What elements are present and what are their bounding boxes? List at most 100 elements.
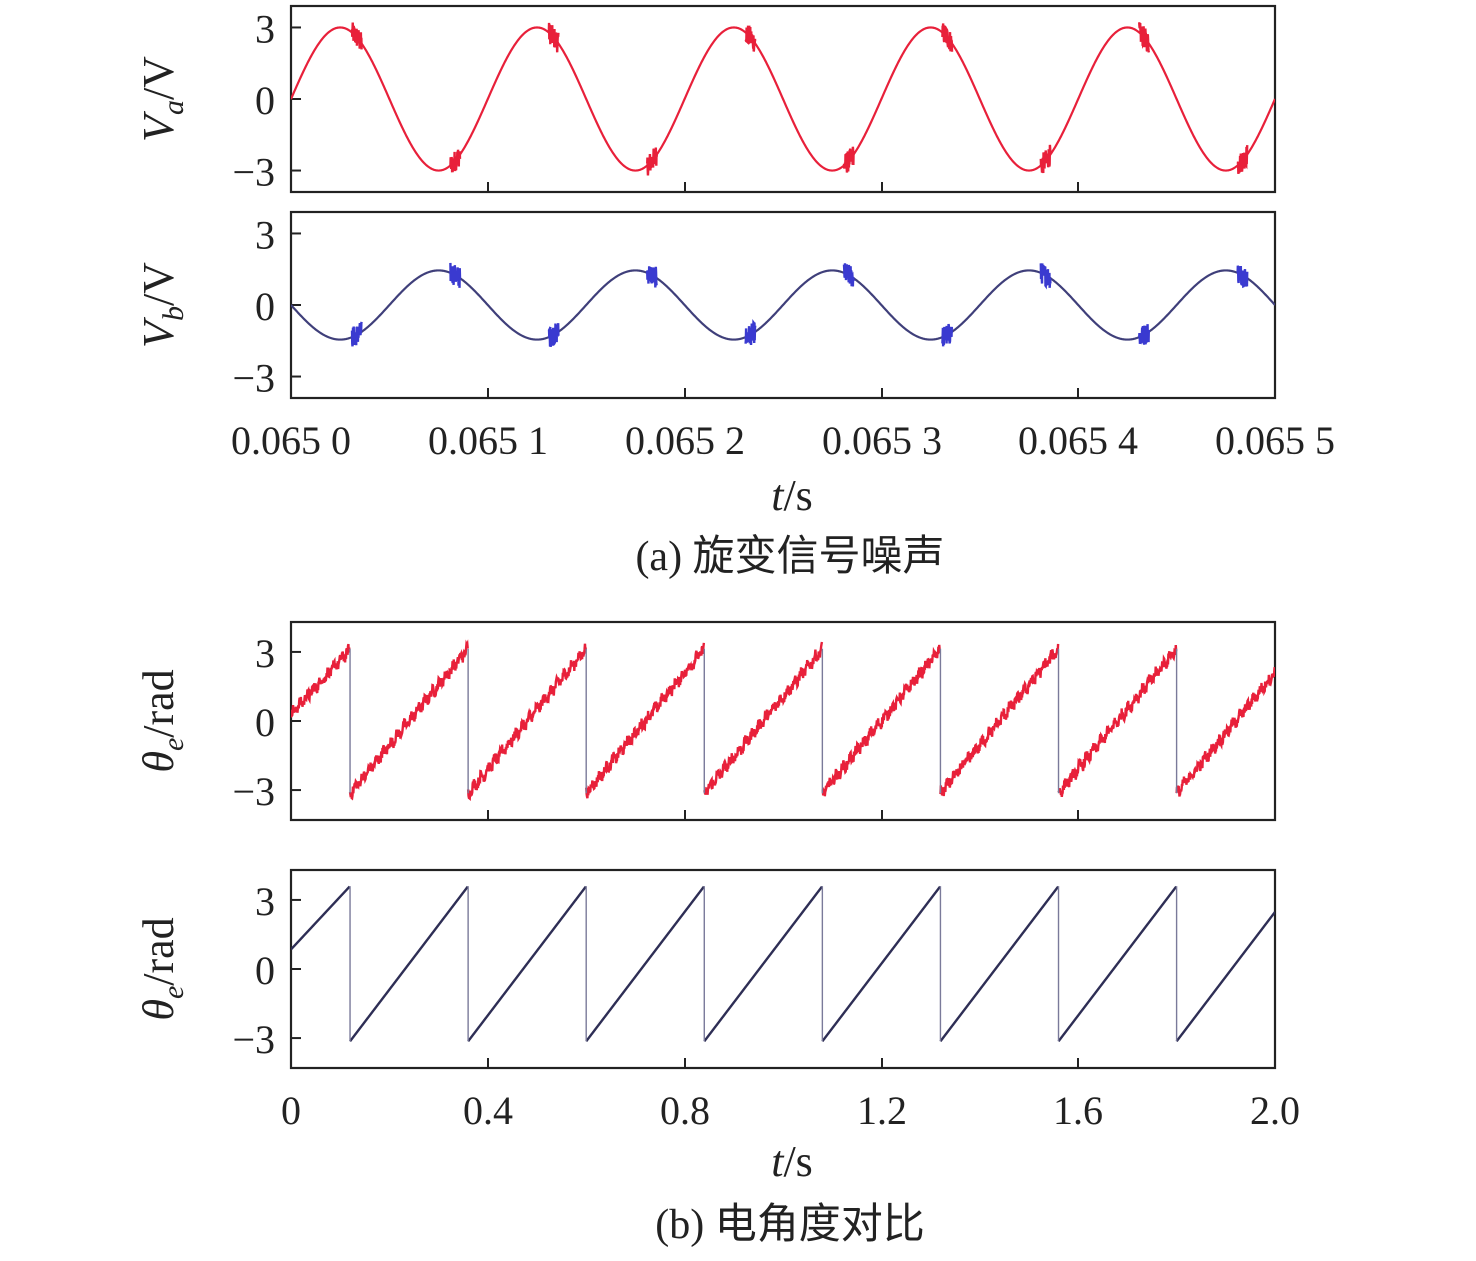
noise-burst bbox=[1236, 265, 1249, 289]
series-group bbox=[291, 262, 1275, 347]
x-tick-label: 0.4 bbox=[463, 1088, 513, 1133]
noise-burst bbox=[842, 263, 855, 287]
x-tick-label: 0.065 1 bbox=[428, 418, 548, 463]
noise-burst bbox=[350, 22, 363, 50]
series-line bbox=[585, 642, 706, 799]
x-tick-label: 0.065 2 bbox=[625, 418, 745, 463]
y-axis-label: θe/rad bbox=[134, 917, 190, 1020]
series-line bbox=[703, 885, 823, 1043]
y-tick-label: 3 bbox=[255, 879, 275, 924]
series-line bbox=[585, 885, 705, 1043]
y-axis-label-unit: /rad bbox=[134, 917, 183, 985]
y-tick-label: −3 bbox=[232, 1017, 275, 1062]
y-tick-label: 3 bbox=[255, 6, 275, 51]
noise-burst bbox=[941, 23, 954, 52]
series-line bbox=[1057, 645, 1178, 798]
caption-a: (a) 旋变信号噪声 bbox=[635, 533, 944, 580]
y-axis-label-sub: a bbox=[157, 100, 190, 115]
noise-burst bbox=[744, 25, 757, 52]
panels: 30−3Va/V30−30.065 0 0.065 1 0.065 2 0.065 3… bbox=[134, 4, 1335, 1133]
series-line bbox=[349, 885, 469, 1043]
panel-b-bottom: 30−30 0.4 0.8 1.2 1.6 2.0θe/rad bbox=[134, 868, 1300, 1133]
panel-a-top: 3 0 −3 Va/V bbox=[134, 4, 1277, 195]
noise-burst bbox=[941, 323, 954, 347]
noise-burst bbox=[1138, 324, 1151, 345]
series-line bbox=[348, 639, 469, 801]
xlabel-b-unit: /s bbox=[783, 1137, 812, 1186]
y-axis-label-main: θ bbox=[134, 751, 183, 773]
y-axis-label-unit: /rad bbox=[134, 669, 183, 737]
panel-a-bottom: 3 0 −3 0.065 0 0.065 1 0.065 2 0.065 3 0.065 4 0… bbox=[134, 210, 1335, 463]
series-line bbox=[291, 269, 1275, 341]
y-tick-label: 0 bbox=[255, 284, 275, 329]
y-axis-label-sub: e bbox=[157, 986, 190, 999]
x-tick-label: 0 bbox=[281, 1088, 301, 1133]
plot-frame bbox=[289, 620, 1277, 822]
y-axis-label: θe/rad bbox=[134, 669, 190, 772]
x-tick-label: 0.065 0 bbox=[231, 418, 351, 463]
y-axis-label-sub: b bbox=[157, 306, 190, 321]
series-group bbox=[291, 639, 1275, 802]
series-line bbox=[467, 885, 587, 1043]
noise-burst bbox=[646, 147, 659, 176]
x-tick-label: 0.065 4 bbox=[1018, 418, 1138, 463]
noise-burst bbox=[744, 318, 757, 346]
series-line bbox=[291, 26, 1275, 172]
panel-b-top: 3 0 −3 θe/rad bbox=[134, 620, 1277, 822]
noise-burst bbox=[547, 22, 560, 53]
x-tick-label: 0.065 5 bbox=[1215, 418, 1335, 463]
noise-burst bbox=[449, 262, 462, 288]
series-line bbox=[939, 885, 1060, 1043]
series-line bbox=[466, 643, 587, 802]
series-line bbox=[821, 644, 941, 797]
noise-burst bbox=[449, 149, 462, 173]
y-tick-label: 0 bbox=[255, 78, 275, 123]
xlabel-b-main: t bbox=[771, 1137, 785, 1186]
y-axis-label: Va/V bbox=[134, 56, 190, 142]
series-line bbox=[1057, 885, 1178, 1043]
x-tick-label: 0.8 bbox=[660, 1088, 710, 1133]
series-line bbox=[291, 885, 351, 951]
y-axis-label-main: V bbox=[134, 316, 183, 348]
series-group bbox=[291, 22, 1275, 176]
x-tick-label: 0.065 3 bbox=[822, 418, 942, 463]
noise-burst bbox=[547, 323, 560, 347]
caption-b: (b) 电角度对比 bbox=[655, 1202, 924, 1248]
xlabel-a: t/s bbox=[771, 471, 813, 520]
series-line bbox=[291, 643, 351, 718]
y-axis-label-main: V bbox=[134, 110, 183, 142]
series-line bbox=[821, 885, 941, 1043]
y-tick-label: 3 bbox=[255, 212, 275, 257]
noise-burst bbox=[1236, 145, 1249, 174]
y-tick-label: 3 bbox=[255, 631, 275, 676]
y-tick-label: −3 bbox=[232, 150, 275, 195]
y-tick-label: −3 bbox=[232, 356, 275, 401]
y-axis-label-unit: /V bbox=[134, 56, 183, 100]
series-line bbox=[1175, 667, 1275, 797]
y-tick-label: −3 bbox=[232, 769, 275, 814]
x-tick-label: 2.0 bbox=[1250, 1088, 1300, 1133]
plot-frame bbox=[289, 868, 1277, 1070]
xlabel-a-unit: /s bbox=[783, 471, 812, 520]
y-tick-label: 0 bbox=[255, 700, 275, 745]
noise-burst bbox=[842, 146, 855, 173]
series-group bbox=[291, 885, 1275, 1043]
y-axis-label-main: θ bbox=[134, 999, 183, 1021]
y-axis-label: Vb/V bbox=[134, 262, 190, 348]
series-line bbox=[1175, 911, 1275, 1043]
noise-burst bbox=[1039, 144, 1052, 174]
noise-burst bbox=[350, 321, 363, 347]
y-tick-label: 0 bbox=[255, 948, 275, 993]
y-axis-label-unit: /V bbox=[134, 262, 183, 306]
xlabel-b: t/s bbox=[771, 1137, 813, 1186]
noise-burst bbox=[1039, 263, 1052, 290]
x-tick-label: 1.2 bbox=[857, 1088, 907, 1133]
noise-burst bbox=[1138, 22, 1150, 53]
xlabel-a-main: t bbox=[771, 471, 785, 520]
y-axis-label-sub: e bbox=[157, 738, 190, 751]
noise-burst bbox=[646, 266, 658, 288]
series-line bbox=[703, 641, 824, 795]
series-line bbox=[939, 643, 1060, 797]
x-tick-label: 1.6 bbox=[1053, 1088, 1103, 1133]
